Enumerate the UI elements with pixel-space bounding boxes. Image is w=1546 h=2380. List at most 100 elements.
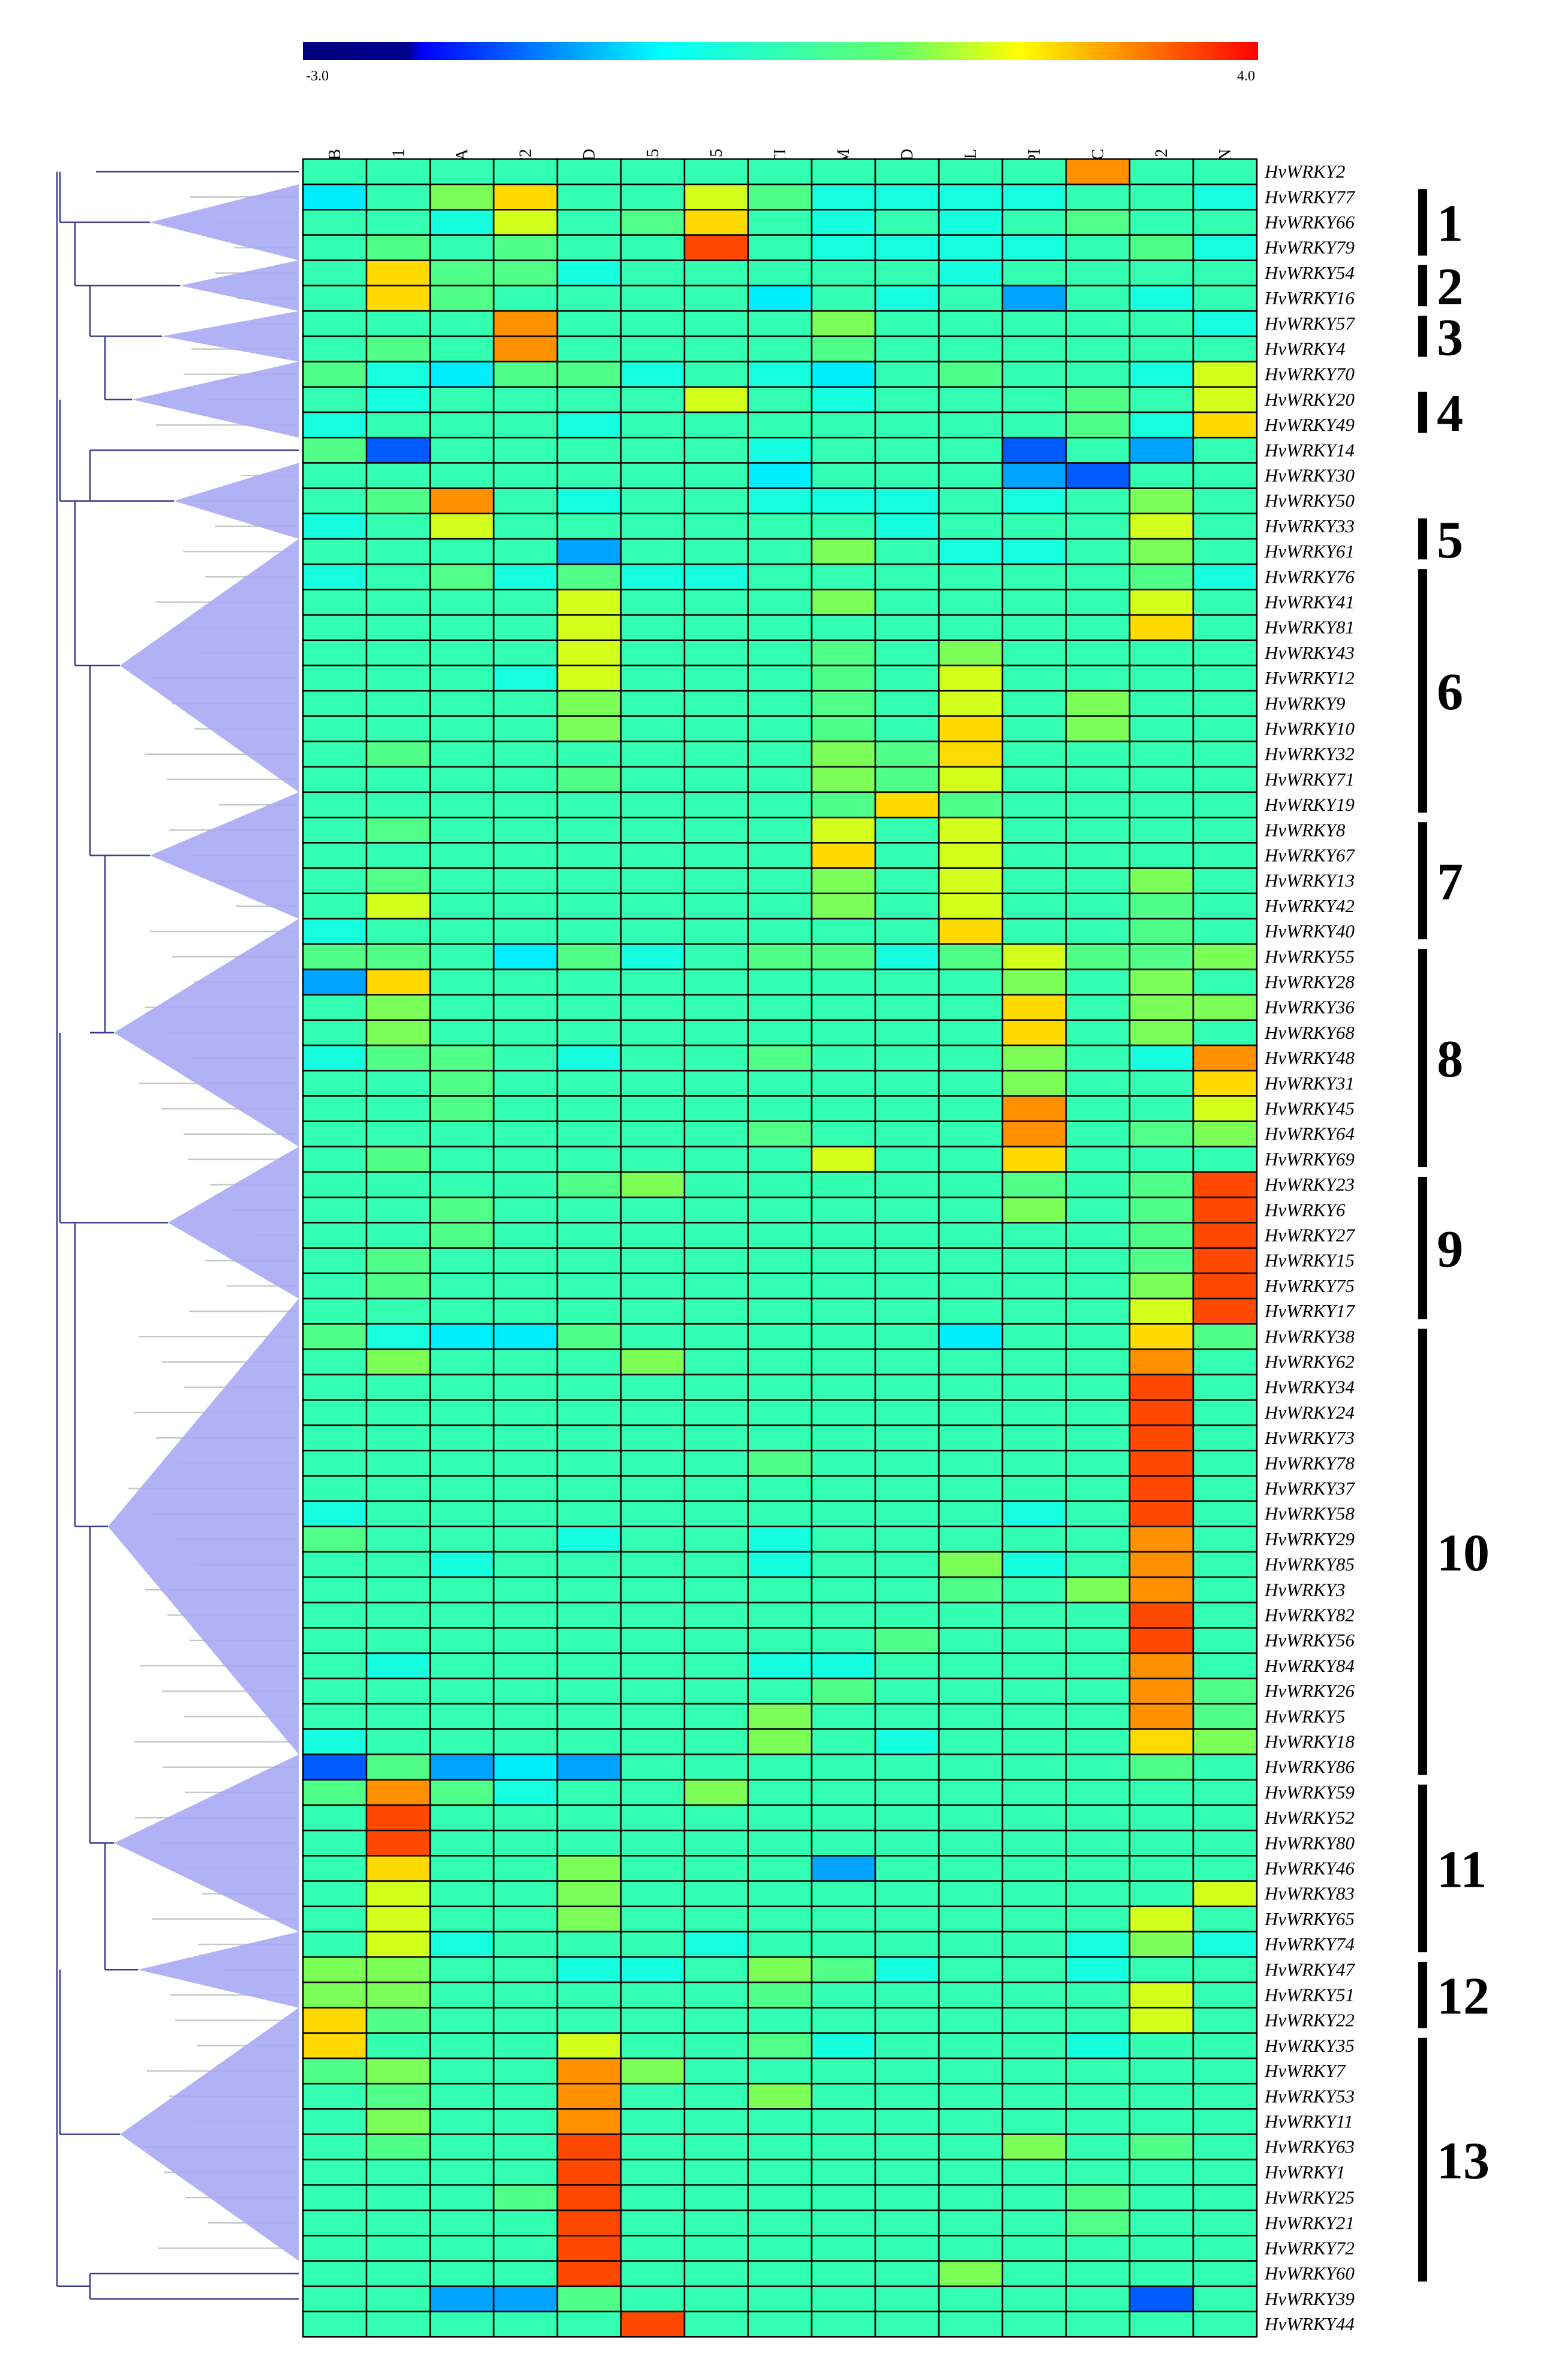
heatmap-cell: [620, 943, 686, 970]
heatmap-cell: [1001, 1956, 1067, 1983]
heatmap-cell: [302, 1424, 368, 1452]
heatmap-cell: [810, 614, 876, 642]
heatmap-cell: [810, 1779, 876, 1806]
heatmap-cell: [747, 563, 813, 590]
heatmap-cell: [683, 741, 749, 768]
heatmap-cell: [1065, 1551, 1131, 1578]
heatmap-cell: [493, 1120, 559, 1148]
heatmap-cell: [938, 1196, 1004, 1224]
heatmap-cell: [1065, 2032, 1131, 2060]
heatmap-cell: [1065, 1095, 1131, 1122]
heatmap-cell: [302, 538, 368, 565]
heatmap-cell: [683, 1500, 749, 1528]
heatmap-cell: [1001, 969, 1067, 996]
heatmap-cell: [1128, 892, 1194, 920]
heatmap-cell: [938, 2108, 1004, 2135]
heatmap-cell: [938, 2057, 1004, 2085]
heatmap-cell: [1128, 1956, 1194, 1983]
heatmap-cell: [1128, 639, 1194, 667]
heatmap-cell: [556, 1880, 622, 1908]
colorbar: -3.0 4.0: [303, 42, 1258, 84]
heatmap-cell: [1001, 1222, 1067, 1249]
heatmap-cell: [1192, 1019, 1258, 1047]
heatmap-cell: [1192, 1525, 1258, 1553]
heatmap-cell: [874, 2082, 940, 2110]
cluster-number: 1: [1437, 195, 1463, 253]
heatmap-cell: [365, 335, 431, 362]
heatmap-cell: [683, 1171, 749, 1198]
heatmap-cell: [493, 234, 559, 262]
gene-label: HvWRKY5: [1264, 1705, 1345, 1726]
heatmap-cell: [810, 715, 876, 742]
heatmap-cell: [747, 1069, 813, 1097]
heatmap-cell: [938, 1272, 1004, 1300]
heatmap-cell: [620, 1146, 686, 1173]
heatmap-cell: [556, 741, 622, 768]
heatmap-cell: [429, 1500, 495, 1528]
heatmap-cell: [1192, 1449, 1258, 1477]
heatmap-cell: [493, 487, 559, 515]
heatmap-cell: [810, 1829, 876, 1857]
heatmap-cell: [1065, 487, 1131, 515]
heatmap-cell: [1001, 1424, 1067, 1452]
heatmap-cell: [429, 335, 495, 362]
heatmap-cell: [1128, 2032, 1194, 2060]
heatmap-cell: [874, 943, 940, 970]
heatmap-cell: [365, 1779, 431, 1806]
heatmap-cell: [1128, 1196, 1194, 1224]
heatmap-cell: [429, 284, 495, 312]
heatmap-cell: [620, 487, 686, 515]
heatmap-cell: [938, 2310, 1004, 2338]
heatmap-cell: [747, 1652, 813, 1680]
colorbar-min-label: -3.0: [306, 68, 329, 84]
heatmap-cell: [493, 1044, 559, 1072]
heatmap-cell: [620, 918, 686, 945]
heatmap-cell: [302, 1095, 368, 1122]
heatmap-cell: [556, 1222, 622, 1249]
heatmap-cell: [1065, 2108, 1131, 2135]
heatmap-cell: [1065, 664, 1131, 692]
heatmap-cell: [429, 842, 495, 869]
heatmap-cell: [556, 2159, 622, 2186]
heatmap-cell: [556, 1449, 622, 1477]
heatmap-cell: [365, 234, 431, 262]
heatmap-cell: [365, 2057, 431, 2085]
heatmap-cell: [493, 1475, 559, 1502]
heatmap-cell: [620, 1120, 686, 1148]
heatmap-cell: [938, 2159, 1004, 2186]
heatmap-cell: [683, 310, 749, 337]
heatmap-cell: [365, 1348, 431, 1375]
heatmap-cell: [1065, 1069, 1131, 1097]
heatmap-cell: [1192, 589, 1258, 616]
heatmap-cell: [1128, 1905, 1194, 1933]
heatmap-cell: [365, 2133, 431, 2161]
heatmap-cell: [1192, 2007, 1258, 2034]
heatmap-cell: [683, 209, 749, 236]
heatmap-cell: [1001, 234, 1067, 262]
heatmap-cell: [1001, 1247, 1067, 1275]
heatmap-cell: [938, 1829, 1004, 1857]
heatmap-cell: [429, 664, 495, 692]
heatmap-cell: [556, 1424, 622, 1452]
heatmap-cell: [810, 361, 876, 388]
heatmap-cell: [747, 1323, 813, 1350]
gene-label: HvWRKY2: [1264, 161, 1345, 182]
heatmap-cell: [493, 1247, 559, 1275]
gene-label: HvWRKY40: [1264, 921, 1355, 942]
heatmap-cell: [365, 766, 431, 793]
heatmap-cell: [620, 183, 686, 211]
heatmap-cell: [747, 1449, 813, 1477]
gene-label: HvWRKY83: [1264, 1883, 1355, 1904]
heatmap-cell: [747, 2007, 813, 2034]
heatmap-cell: [302, 1475, 368, 1502]
heatmap-cell: [938, 1905, 1004, 1933]
clade-triangle: [120, 539, 299, 792]
heatmap-cell: [1192, 1880, 1258, 1908]
heatmap-cell: [938, 1627, 1004, 1654]
heatmap-cell: [302, 1196, 368, 1224]
heatmap-cell: [1001, 1728, 1067, 1755]
heatmap-cell: [493, 563, 559, 590]
heatmap-cell: [1001, 892, 1067, 920]
heatmap-cell: [683, 614, 749, 642]
heatmap-cell: [365, 259, 431, 287]
